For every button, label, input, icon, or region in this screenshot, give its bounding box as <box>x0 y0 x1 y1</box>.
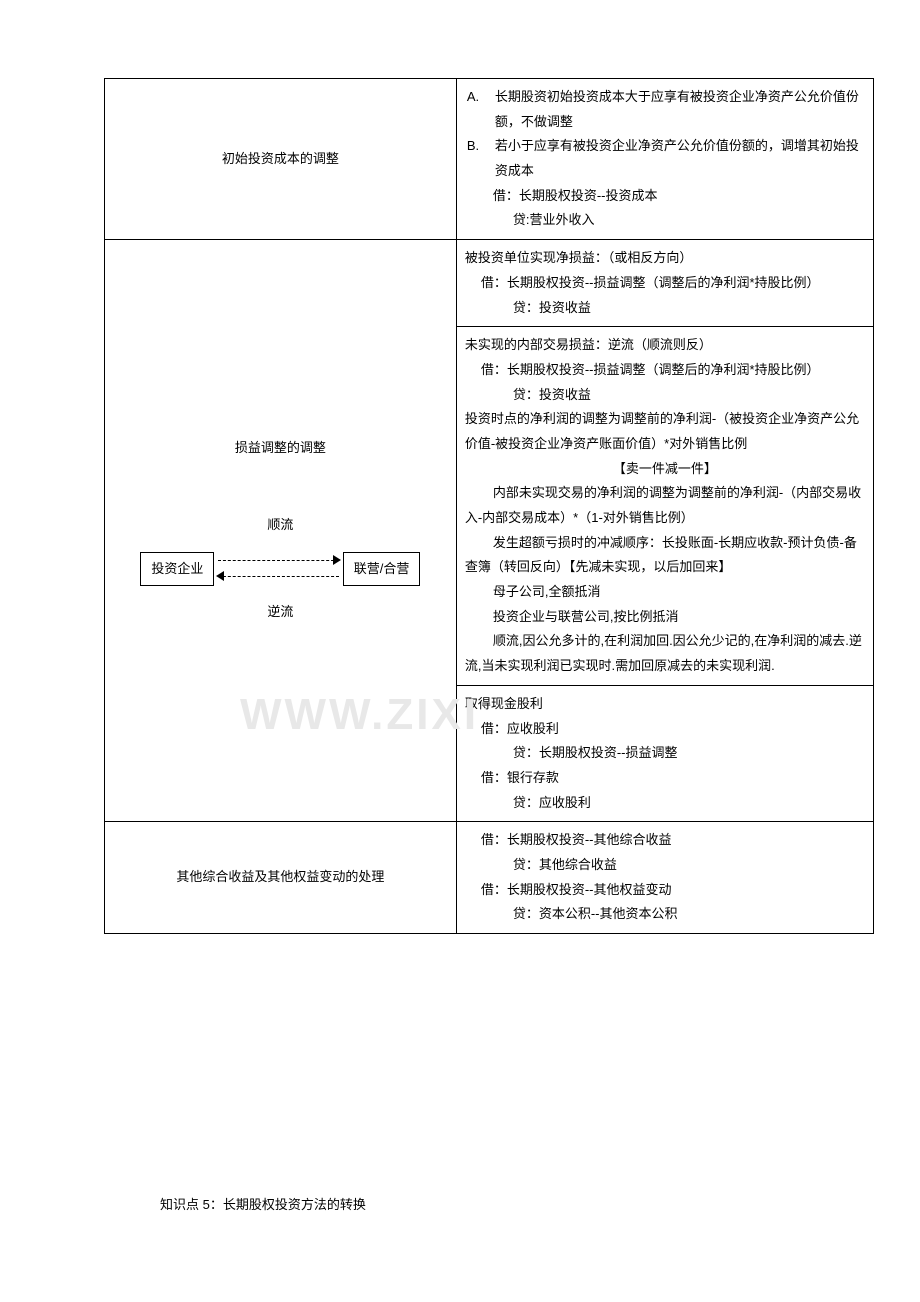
r2mid-line6: 内部未实现交易的净利润的调整为调整前的净利润-（内部交易收入-内部交易成本）*（… <box>465 481 865 530</box>
footer-heading: 知识点 5：长期股权投资方法的转换 <box>160 1194 920 1213</box>
r2mid-line4: 投资时点的净利润的调整为调整前的净利润-（被投资企业净资产公允价值-被投资企业净… <box>465 407 865 456</box>
row1-line4: 贷:营业外收入 <box>465 208 865 233</box>
r2bot-line4: 借：银行存款 <box>465 766 865 791</box>
diagram-arrows <box>218 554 338 584</box>
table-row: 损益调整的调整 顺流 投资企业 联营/合营 逆流 <box>105 240 874 327</box>
table-row: 初始投资成本的调整 A. 长期股资初始投资成本大于应享有被投资企业净资产公允价值… <box>105 79 874 240</box>
table-row: 其他综合收益及其他权益变动的处理 借：长期股权投资--其他综合收益 贷：其他综合… <box>105 822 874 934</box>
r2mid-line7: 发生超额亏损时的冲减顺序：长投账面-长期应收款-预计负债-备查簿（转回反向）【先… <box>465 531 865 580</box>
row1-right-cell: A. 长期股资初始投资成本大于应享有被投资企业净资产公允价值份额，不做调整 B.… <box>456 79 873 240</box>
row3-title: 其他综合收益及其他权益变动的处理 <box>176 869 384 884</box>
r3-line1: 借：长期股权投资--其他综合收益 <box>465 828 865 853</box>
row2-mid-right-cell: 未实现的内部交易损益：逆流（顺流则反） 借：长期股权投资--损益调整（调整后的净… <box>456 327 873 686</box>
r2mid-line9: 投资企业与联营公司,按比例抵消 <box>465 605 865 630</box>
r2bot-line1: 取得现金股利 <box>465 692 865 717</box>
row2-title: 损益调整的调整 <box>113 436 448 461</box>
list-item-b: B. 若小于应享有被投资企业净资产公允价值份额的，调增其初始投资成本 <box>465 134 865 183</box>
flow-label-bottom: 逆流 <box>113 600 448 625</box>
label-a: A. <box>467 85 495 110</box>
r3-line2: 贷：其他综合收益 <box>465 853 865 878</box>
r2mid-line1: 未实现的内部交易损益：逆流（顺流则反） <box>465 333 865 358</box>
r2mid-line10: 顺流,因公允多计的,在利润加回.因公允少记的,在净利润的减去.逆流,当未实现利润… <box>465 629 865 678</box>
row3-left-cell: 其他综合收益及其他权益变动的处理 <box>105 822 457 934</box>
r2mid-line2: 借：长期股权投资--损益调整（调整后的净利润*持股比例） <box>465 358 865 383</box>
r2mid-line3: 贷：投资收益 <box>465 383 865 408</box>
row1-title: 初始投资成本的调整 <box>222 151 339 166</box>
r2top-line2: 借：长期股权投资--损益调整（调整后的净利润*持股比例） <box>465 271 865 296</box>
r3-line4: 贷：资本公积--其他资本公积 <box>465 902 865 927</box>
content-a: 长期股资初始投资成本大于应享有被投资企业净资产公允价值份额，不做调整 <box>495 85 865 134</box>
r3-line3: 借：长期股权投资--其他权益变动 <box>465 878 865 903</box>
r2mid-line8: 母子公司,全额抵消 <box>465 580 865 605</box>
accounting-table: 初始投资成本的调整 A. 长期股资初始投资成本大于应享有被投资企业净资产公允价值… <box>104 78 874 934</box>
r2mid-line5: 【卖一件减一件】 <box>465 457 865 482</box>
row2-top-right-cell: 被投资单位实现净损益：（或相反方向） 借：长期股权投资--损益调整（调整后的净利… <box>456 240 873 327</box>
list-item-a: A. 长期股资初始投资成本大于应享有被投资企业净资产公允价值份额，不做调整 <box>465 85 865 134</box>
diagram-box-right: 联营/合营 <box>343 552 421 587</box>
row1-left-cell: 初始投资成本的调整 <box>105 79 457 240</box>
row2-left-cell: 损益调整的调整 顺流 投资企业 联营/合营 逆流 <box>105 240 457 822</box>
content-b: 若小于应享有被投资企业净资产公允价值份额的，调增其初始投资成本 <box>495 134 865 183</box>
row1-line3: 借：长期股权投资--投资成本 <box>465 184 865 209</box>
r2bot-line5: 贷：应收股利 <box>465 791 865 816</box>
row3-right-cell: 借：长期股权投资--其他综合收益 贷：其他综合收益 借：长期股权投资--其他权益… <box>456 822 873 934</box>
r2top-line1: 被投资单位实现净损益：（或相反方向） <box>465 246 865 271</box>
label-b: B. <box>467 134 495 159</box>
row2-bottom-right-cell: 取得现金股利 借：应收股利 贷：长期股权投资--损益调整 借：银行存款 贷：应收… <box>456 685 873 821</box>
document-page: WWW.ZIXI 初始投资成本的调整 A. 长期股资初始投资成本大于应享有被投资… <box>0 78 920 1213</box>
flow-diagram: 投资企业 联营/合营 <box>140 552 420 587</box>
r2top-line3: 贷：投资收益 <box>465 296 865 321</box>
flow-label-top: 顺流 <box>113 513 448 538</box>
diagram-box-left: 投资企业 <box>140 552 214 587</box>
r2bot-line3: 贷：长期股权投资--损益调整 <box>465 741 865 766</box>
r2bot-line2: 借：应收股利 <box>465 717 865 742</box>
